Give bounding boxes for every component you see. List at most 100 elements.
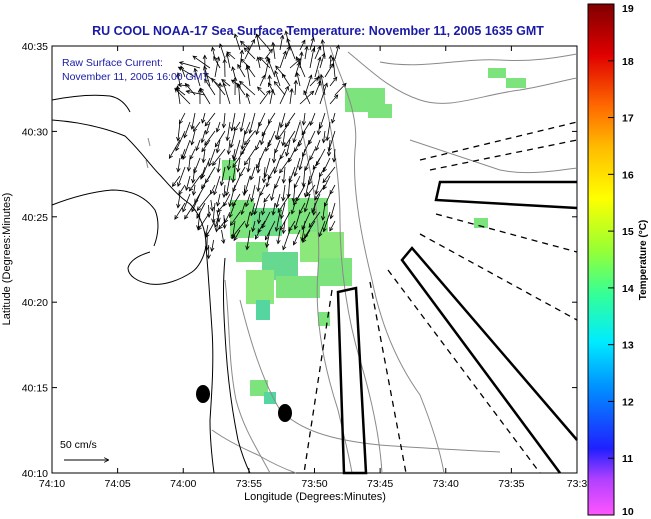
current-arrow <box>237 63 246 78</box>
current-arrow <box>304 74 313 96</box>
current-arrow <box>279 50 287 69</box>
current-arrow <box>236 83 241 105</box>
x-tick-label: 73:3 <box>567 478 588 490</box>
sst-patch <box>474 218 488 228</box>
current-arrow <box>217 202 226 213</box>
current-arrow <box>279 34 285 51</box>
current-arrow <box>301 166 306 188</box>
current-arrow <box>206 204 212 219</box>
x-tick-label: 74:00 <box>170 478 196 490</box>
current-arrow <box>196 211 201 230</box>
current-arrow <box>219 166 226 187</box>
current-arrow <box>309 148 316 161</box>
shipping-lane-outline <box>434 180 578 210</box>
current-arrow <box>231 166 236 184</box>
current-arrow <box>240 202 246 216</box>
current-arrow <box>295 71 301 87</box>
current-arrow <box>309 36 315 51</box>
current-legend-line1: Raw Surface Current: <box>62 57 163 69</box>
current-arrow <box>244 193 251 208</box>
current-arrows <box>168 30 347 260</box>
current-arrow <box>274 70 281 87</box>
current-arrow <box>321 202 326 221</box>
current-arrow <box>175 85 181 105</box>
lane-boundary <box>387 269 541 474</box>
shipping-lanes <box>336 180 578 475</box>
sst-patch <box>256 300 270 320</box>
x-tick-label: 73:40 <box>433 478 459 490</box>
colorbar-ramp <box>587 3 615 516</box>
current-arrow <box>332 148 337 163</box>
current-arrow <box>184 202 196 220</box>
current-arrow <box>326 139 332 157</box>
current-arrow <box>334 82 347 96</box>
current-arrow <box>216 209 221 223</box>
current-arrow <box>204 234 210 252</box>
current-arrow <box>240 139 251 156</box>
current-arrow <box>228 184 236 208</box>
coastline-path <box>51 189 159 247</box>
current-arrow <box>290 202 296 215</box>
current-arrow <box>318 166 326 178</box>
current-arrow <box>264 48 273 60</box>
current-arrow <box>214 219 220 233</box>
current-arrow <box>259 184 266 197</box>
current-arrow <box>279 148 286 160</box>
current-arrow <box>255 121 261 136</box>
current-arrow <box>224 211 231 224</box>
current-arrow <box>255 139 261 151</box>
current-arrow <box>201 139 211 153</box>
current-arrow <box>222 184 227 199</box>
current-arrow <box>174 202 186 220</box>
colorbar-tick-label: 17 <box>622 113 634 125</box>
current-arrow <box>245 65 251 87</box>
current-arrow <box>192 121 201 132</box>
current-arrow <box>315 148 326 167</box>
current-arrow <box>273 80 286 96</box>
current-arrow <box>256 157 261 174</box>
current-arrow <box>245 211 251 229</box>
sst-patch <box>506 78 526 88</box>
current-arrow <box>225 121 231 142</box>
current-arrow <box>302 229 311 243</box>
current-arrow <box>329 76 338 87</box>
current-arrow <box>177 66 196 78</box>
colorbar-tick-label: 10 <box>622 506 634 518</box>
current-arrow <box>275 193 281 209</box>
current-arrow <box>314 184 326 201</box>
current-arrow <box>294 139 301 153</box>
x-tick-label: 73:55 <box>236 478 262 490</box>
lane-boundaries <box>303 121 578 474</box>
current-arrow <box>259 89 271 105</box>
current-arrow <box>314 56 322 78</box>
current-arrow <box>233 33 241 51</box>
current-arrow <box>256 175 261 193</box>
current-arrow <box>319 82 328 105</box>
current-arrow <box>183 121 191 139</box>
sst-patch <box>264 392 276 404</box>
current-arrow <box>233 229 241 242</box>
current-arrow <box>334 44 340 60</box>
current-arrow <box>191 166 196 184</box>
current-arrow <box>267 130 276 148</box>
current-arrow <box>259 130 266 146</box>
current-arrow <box>279 202 286 220</box>
current-arrow <box>308 130 316 145</box>
current-arrow <box>322 211 331 233</box>
current-arrow <box>289 87 294 105</box>
current-arrow <box>186 157 192 172</box>
current-arrow <box>242 184 247 197</box>
contour-line <box>409 139 578 174</box>
current-arrow <box>238 80 256 96</box>
coastline-path <box>51 119 207 285</box>
current-arrow <box>261 166 267 184</box>
current-arrow <box>279 85 289 105</box>
current-arrow <box>212 148 226 166</box>
contour-line <box>239 299 501 453</box>
current-arrow <box>222 58 227 78</box>
lane-boundary <box>303 289 333 474</box>
current-arrow <box>243 130 256 146</box>
current-arrow <box>205 121 211 135</box>
current-arrow <box>171 175 181 187</box>
current-arrow <box>178 61 201 69</box>
